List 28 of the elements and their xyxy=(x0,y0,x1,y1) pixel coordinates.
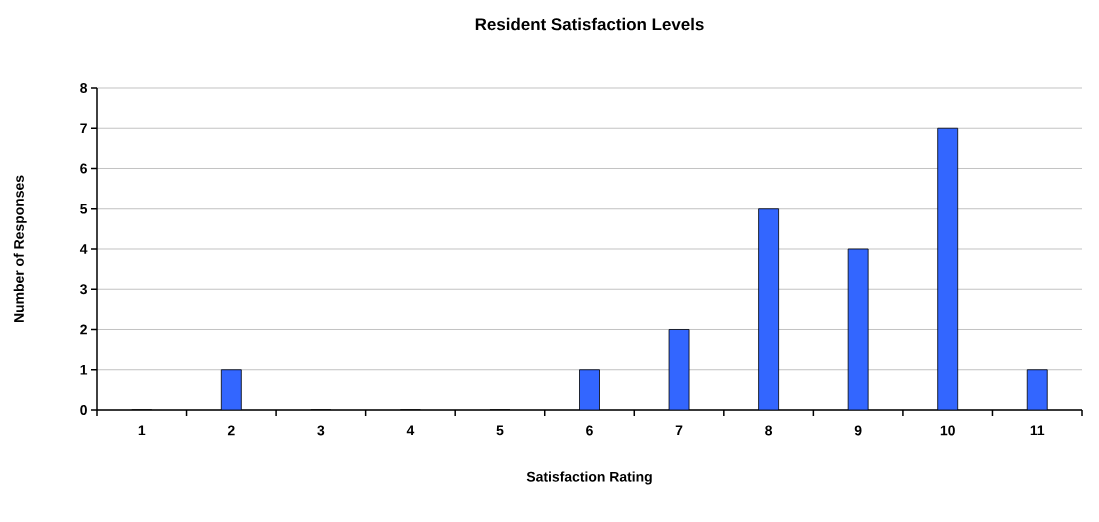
y-tick-label: 1 xyxy=(80,364,88,375)
x-tick-label: 11 xyxy=(1030,425,1045,436)
y-tick-label: 8 xyxy=(80,83,88,93)
bar xyxy=(579,369,600,410)
bar xyxy=(1026,369,1048,410)
x-tick-label: 1 xyxy=(138,425,146,436)
y-tick-label: 5 xyxy=(80,203,88,214)
y-tick-label: 0 xyxy=(80,405,87,415)
bar xyxy=(937,127,959,410)
x-tick-label: 2 xyxy=(227,425,235,436)
y-tick-label: 7 xyxy=(80,123,87,134)
y-axis-title: Number of Responses xyxy=(13,175,27,323)
y-tick-label: 6 xyxy=(80,163,87,174)
y-tick-label: 3 xyxy=(80,284,87,295)
x-axis-title: Satisfaction Rating xyxy=(526,471,652,485)
y-tick-label: 4 xyxy=(79,244,88,254)
bar xyxy=(220,369,242,410)
y-tick-label: 2 xyxy=(80,324,87,335)
x-tick-label: 7 xyxy=(675,425,683,436)
x-tick-label: 6 xyxy=(586,425,593,436)
x-tick-label: 9 xyxy=(854,425,862,436)
x-tick-label: 3 xyxy=(317,425,325,436)
x-tick-label: 10 xyxy=(940,425,955,436)
x-tick-label: 8 xyxy=(765,425,773,436)
bar xyxy=(758,208,779,410)
chart-title: Resident Satisfaction Levels xyxy=(475,17,704,31)
x-tick-label: 5 xyxy=(496,425,504,436)
x-tick-label: 4 xyxy=(406,425,415,436)
